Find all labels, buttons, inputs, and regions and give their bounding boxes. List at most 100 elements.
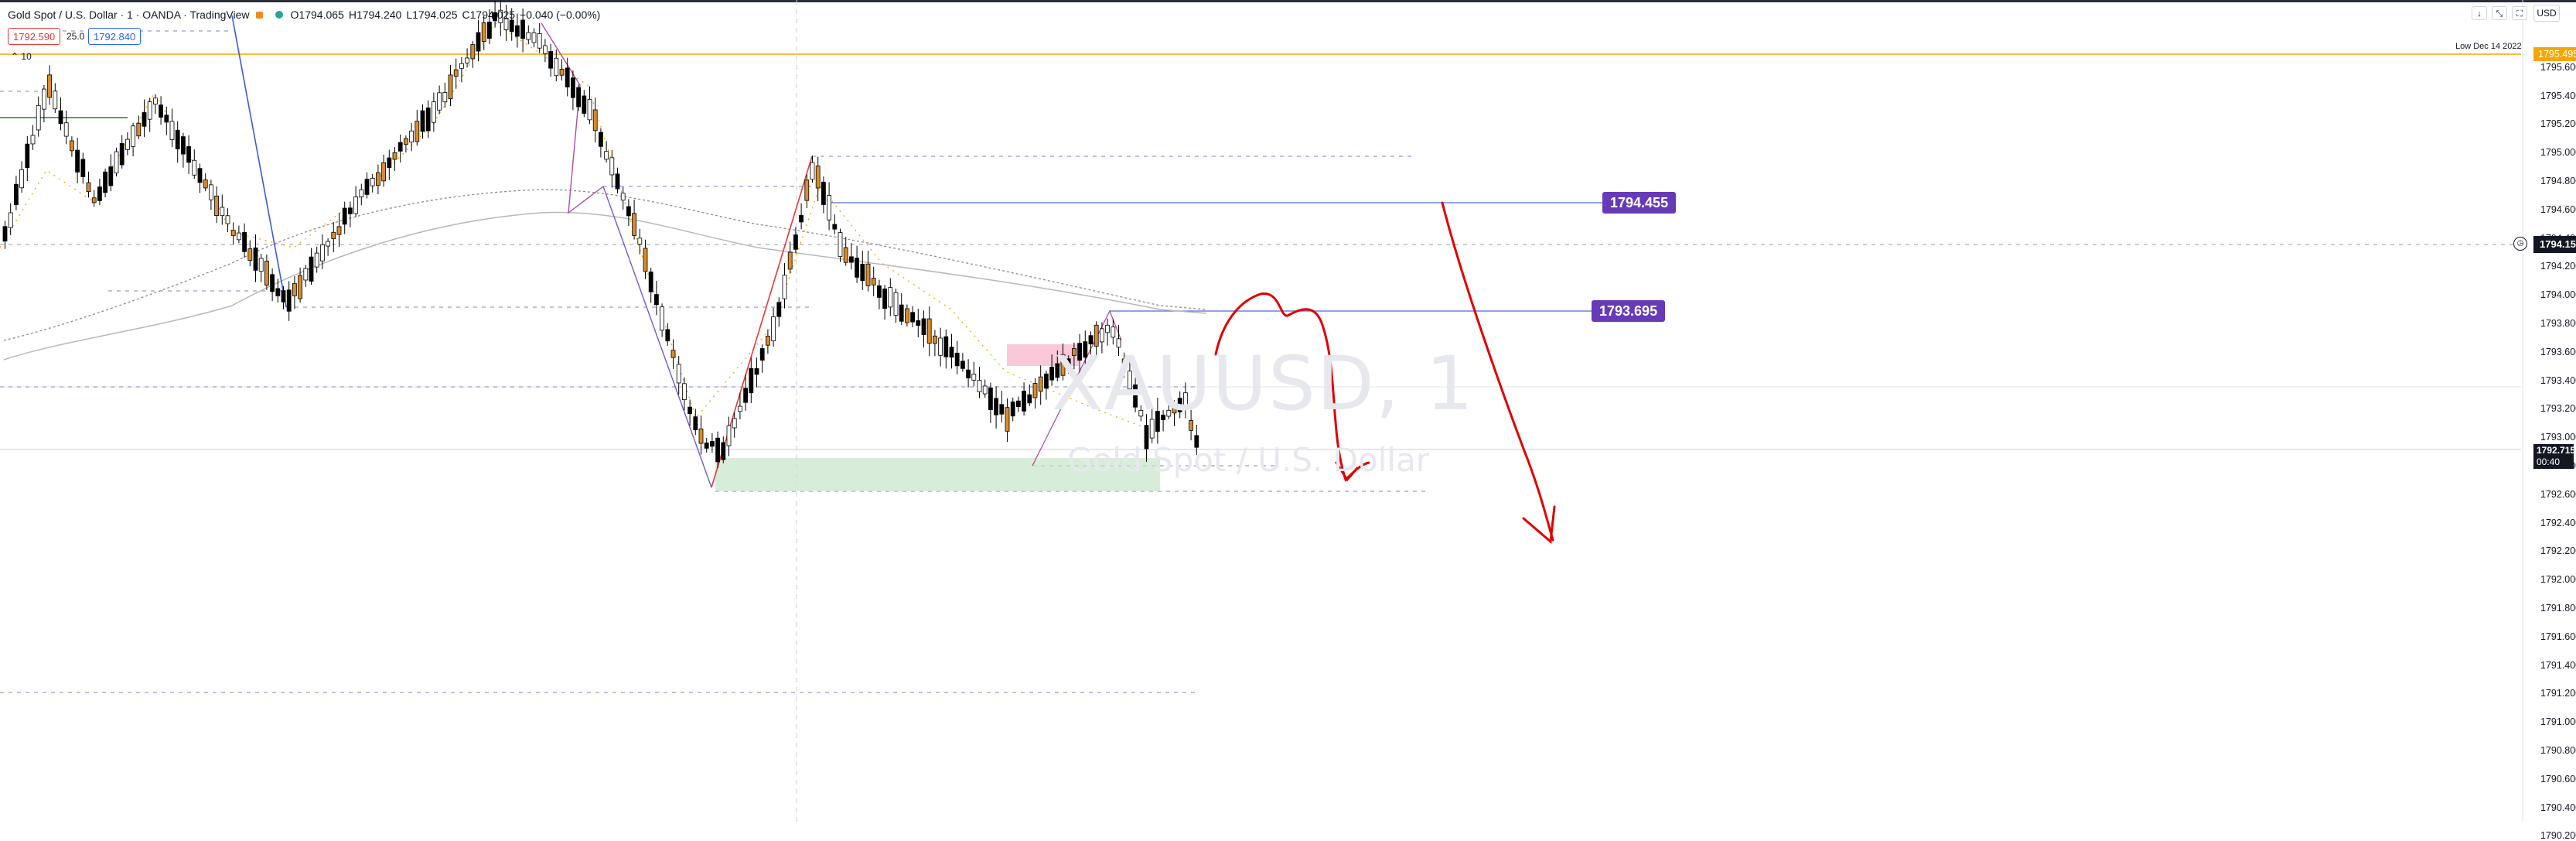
candle-body xyxy=(871,278,876,285)
candle-body xyxy=(977,380,982,392)
clock-icon[interactable]: ◷ xyxy=(2513,237,2527,251)
candle-body xyxy=(203,179,208,189)
candle-body xyxy=(180,136,186,155)
candle-body xyxy=(220,207,225,217)
candle-body xyxy=(921,318,926,335)
price-tick-label: 1795.200 xyxy=(2540,118,2576,130)
candle-body xyxy=(91,197,97,203)
candle-body xyxy=(97,186,102,201)
candle-body xyxy=(364,179,370,195)
candle-body xyxy=(899,304,904,322)
zoom-fit-button[interactable]: ⤡ xyxy=(2492,6,2507,20)
price-tick-label: 1795.400 xyxy=(2540,90,2576,101)
fullscreen-button[interactable]: ⛶ xyxy=(2512,6,2527,20)
candle-body xyxy=(565,67,570,87)
level-label-top[interactable]: 1794.455 xyxy=(1602,192,1677,214)
candle-body xyxy=(787,251,793,270)
candle-body xyxy=(432,101,436,123)
candle-body xyxy=(314,252,319,268)
candle-body xyxy=(86,182,91,193)
sell-button[interactable]: 1792.590 xyxy=(8,28,61,45)
candle-body xyxy=(175,129,180,149)
candle-body xyxy=(766,335,770,346)
candle-body xyxy=(70,140,74,152)
candle-body xyxy=(888,287,893,308)
scroll-down-button[interactable]: ↓ xyxy=(2472,6,2487,20)
candle-body xyxy=(893,292,899,316)
candle-body xyxy=(303,268,309,281)
candle-body xyxy=(470,44,476,60)
symbol-title[interactable]: Gold Spot / U.S. Dollar · 1 · OANDA · Tr… xyxy=(8,9,250,21)
price-tick-label: 1794.600 xyxy=(2540,203,2576,215)
candle-body xyxy=(865,263,871,286)
candle-body xyxy=(804,179,810,201)
countdown-timer: 00:40 xyxy=(2537,456,2561,467)
candle-body xyxy=(1044,373,1049,389)
candle-body xyxy=(698,428,704,444)
candle-body xyxy=(1138,409,1144,417)
candle-body xyxy=(815,166,821,189)
candle-body xyxy=(25,143,30,169)
symbol-legend[interactable]: Gold Spot / U.S. Dollar · 1 · OANDA · Tr… xyxy=(8,6,605,23)
candle-body xyxy=(476,32,481,52)
candle-body xyxy=(982,385,988,395)
candle-body xyxy=(1049,367,1054,381)
candle-body xyxy=(971,374,977,381)
price-tick-label: 1793.400 xyxy=(2540,374,2576,386)
candle-body xyxy=(943,336,949,357)
price-tick-label: 1790.200 xyxy=(2540,830,2576,841)
candle-body xyxy=(654,294,659,306)
current-price-tag: 1794.151 xyxy=(2533,236,2576,253)
price-tick-label: 1790.400 xyxy=(2540,802,2576,813)
candle-body xyxy=(643,248,648,272)
candle-body xyxy=(849,256,854,263)
price-tick-label: 1791.000 xyxy=(2540,716,2576,728)
candle-body xyxy=(270,274,275,292)
volume-indicator-label[interactable]: ⌃ 10 xyxy=(11,51,32,62)
price-tick-label: 1794.200 xyxy=(2540,261,2576,272)
candle-body xyxy=(509,19,514,32)
hand-drawn-projection-long xyxy=(1441,201,1554,542)
candle-body xyxy=(793,234,798,250)
candle-body xyxy=(404,138,408,145)
candle-body xyxy=(626,206,631,217)
hand-drawn-projection-short xyxy=(1214,292,1370,482)
low-marker-label: Low Dec 14 2022 xyxy=(2455,42,2522,51)
candle-body xyxy=(131,125,136,147)
price-tick-label: 1790.600 xyxy=(2540,773,2576,785)
zigzag-leg-1 xyxy=(231,15,287,308)
candle-body xyxy=(503,18,509,30)
candle-body xyxy=(387,157,392,169)
candle-body xyxy=(13,183,19,205)
candle-body xyxy=(1027,394,1032,404)
level-label-mid[interactable]: 1793.695 xyxy=(1592,300,1666,322)
candle-body xyxy=(582,95,587,114)
spread-label: 25.0 xyxy=(67,31,85,42)
candle-body xyxy=(966,369,971,378)
candle-body xyxy=(1094,324,1099,347)
candle-body xyxy=(242,231,247,252)
buy-button[interactable]: 1792.840 xyxy=(88,28,142,45)
price-chart-canvas[interactable] xyxy=(0,0,2576,822)
currency-button[interactable]: USD xyxy=(2533,5,2560,22)
collapse-icon[interactable]: ⌃ xyxy=(11,51,22,62)
candle-body xyxy=(743,388,748,403)
candle-body xyxy=(999,404,1005,415)
ohlc-change: −0.040 (−0.00%) xyxy=(520,9,601,21)
price-tick-label: 1790.800 xyxy=(2540,745,2576,756)
candle-body xyxy=(537,33,542,49)
candle-body xyxy=(554,57,559,77)
candle-body xyxy=(459,63,464,69)
candle-body xyxy=(738,405,742,412)
candle-body xyxy=(298,275,303,299)
low-marker-tag: 1795.495 xyxy=(2533,47,2576,61)
candle-body xyxy=(437,92,442,111)
zigzag-leg-2 xyxy=(541,22,604,214)
candle-body xyxy=(1172,405,1177,414)
candle-body xyxy=(169,121,175,140)
candle-body xyxy=(258,258,264,272)
candle-body xyxy=(448,74,453,99)
candle-body xyxy=(326,241,331,247)
candle-body xyxy=(453,69,459,77)
